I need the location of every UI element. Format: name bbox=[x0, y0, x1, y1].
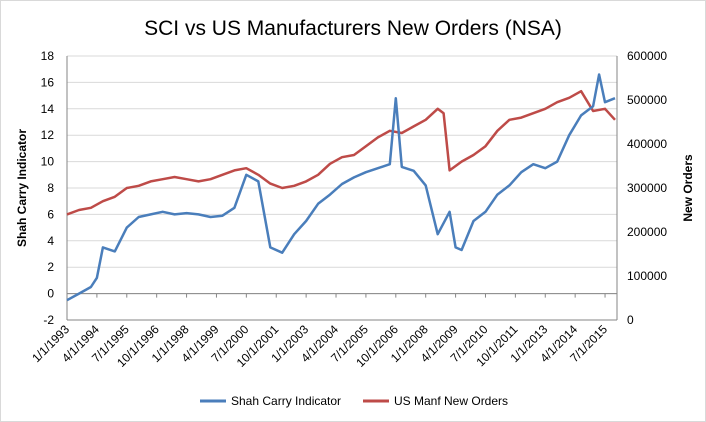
legend: Shah Carry Indicator US Manf New Orders bbox=[200, 394, 508, 408]
series-layer bbox=[66, 73, 616, 302]
y-left-tick-label: 2 bbox=[47, 260, 54, 274]
y-left-tick-label: 0 bbox=[47, 287, 54, 301]
y-right-tick-label: 200000 bbox=[627, 225, 667, 239]
y-left-tick-label: 16 bbox=[41, 75, 55, 89]
y-right-tick-label: 500000 bbox=[627, 93, 667, 107]
y-right-tick-label: 0 bbox=[627, 313, 634, 327]
y-axis-right-title: New Orders bbox=[681, 154, 695, 222]
gridlines bbox=[66, 55, 618, 321]
series-line-shah-carry-indicator bbox=[66, 73, 616, 302]
series-line-us-manf-new-orders bbox=[66, 89, 616, 216]
y-left-tick-label: 14 bbox=[41, 102, 55, 116]
right-axis-ticks: 0 100000 200000 300000 400000 500000 600000 bbox=[627, 49, 667, 327]
y-left-tick-label: 6 bbox=[47, 207, 54, 221]
legend-label-sci: Shah Carry Indicator bbox=[231, 394, 341, 408]
y-right-tick-label: 600000 bbox=[627, 49, 667, 63]
y-left-tick-label: 18 bbox=[41, 49, 55, 63]
legend-label-orders: US Manf New Orders bbox=[394, 394, 508, 408]
y-axis-left-title: Shah Carry Indicator bbox=[15, 129, 29, 247]
y-left-tick-label: 10 bbox=[41, 155, 55, 169]
left-axis-ticks: -2 0 2 4 6 8 10 12 14 16 18 bbox=[41, 49, 55, 327]
y-left-tick-label: 8 bbox=[47, 181, 54, 195]
y-left-tick-label: 4 bbox=[47, 234, 54, 248]
y-left-tick-label: 12 bbox=[41, 128, 55, 142]
y-left-tick-label: -2 bbox=[43, 313, 54, 327]
y-right-tick-label: 400000 bbox=[627, 137, 667, 151]
y-right-tick-label: 300000 bbox=[627, 181, 667, 195]
x-axis-ticks: 1/1/19934/1/19947/1/199510/1/19961/1/199… bbox=[29, 293, 610, 370]
y-right-tick-label: 100000 bbox=[627, 269, 667, 283]
chart-title: SCI vs US Manufacturers New Orders (NSA) bbox=[144, 17, 562, 40]
